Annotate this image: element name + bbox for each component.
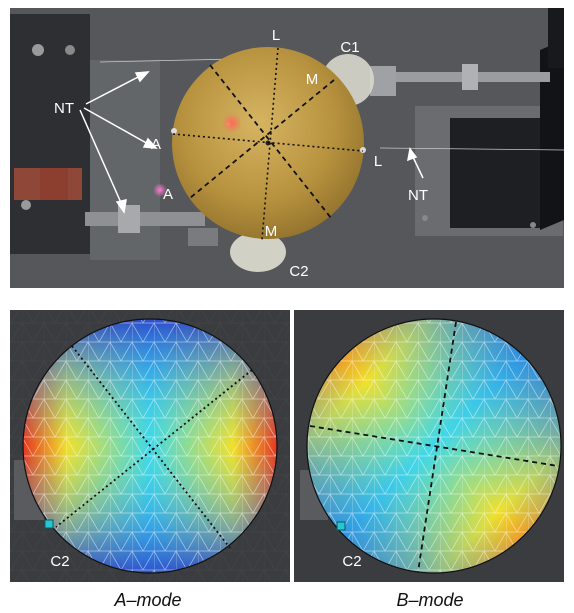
label-nt-left: NT bbox=[54, 100, 74, 117]
b-mode-nodal-lines bbox=[309, 321, 559, 573]
label-m-top: M bbox=[306, 71, 319, 88]
b-mode-c2-marker bbox=[336, 521, 346, 531]
plate-nodal-lines bbox=[172, 47, 364, 241]
left-board bbox=[10, 14, 90, 254]
a-mode-c2-label: C2 bbox=[50, 553, 69, 570]
label-l-right: L bbox=[374, 153, 382, 170]
label-nt-right: NT bbox=[408, 187, 428, 204]
nt-arrows bbox=[79, 71, 424, 214]
b-mode-caption: B–mode bbox=[396, 590, 463, 610]
label-a-left: A bbox=[151, 136, 161, 153]
label-c1: C1 bbox=[340, 39, 359, 56]
a-mode-disk-outline bbox=[22, 318, 278, 574]
b-mode-c2-label: C2 bbox=[342, 553, 361, 570]
label-c2-photo: C2 bbox=[289, 263, 308, 280]
c2-roller bbox=[230, 232, 286, 272]
a-mode-nodal-lines bbox=[55, 345, 253, 549]
a-mode-caption: A–mode bbox=[113, 590, 181, 610]
label-l-top: L bbox=[272, 27, 280, 44]
b-mode-panel: C2 bbox=[294, 310, 564, 582]
a-mode-panel: C2 bbox=[10, 310, 290, 582]
label-a-lower: A bbox=[163, 186, 173, 203]
a-mode-c2-marker bbox=[44, 519, 54, 529]
b-mode-disk-outline bbox=[306, 318, 562, 574]
label-m-bottom: M bbox=[265, 223, 278, 240]
experimental-setup-photo: L L M M A A C1 C2 NT NT bbox=[10, 8, 565, 288]
